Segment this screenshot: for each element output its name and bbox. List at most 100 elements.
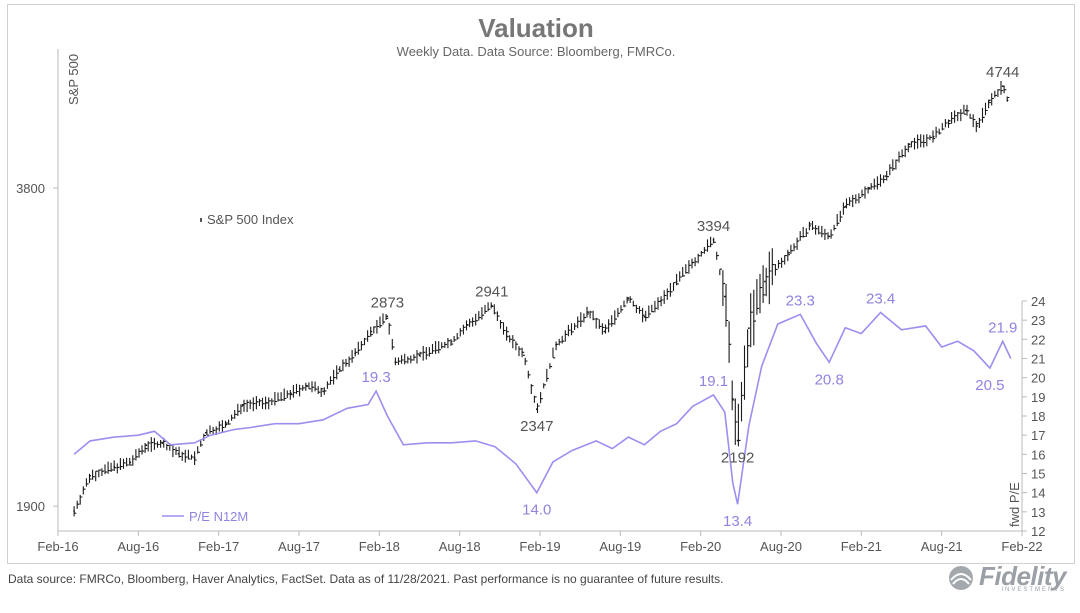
x-tick-label: Aug-17 <box>278 539 320 554</box>
chart-frame: Valuation Weekly Data. Data Source: Bloo… <box>7 4 1075 564</box>
spx-point <box>466 324 469 326</box>
spx-point <box>643 315 646 318</box>
spx-point <box>490 304 493 307</box>
pe-data-label: 19.1 <box>699 373 728 390</box>
spx-point <box>976 125 978 127</box>
x-tick-label: Aug-20 <box>760 539 802 554</box>
fidelity-globe-icon <box>948 566 973 590</box>
spx-point <box>523 354 525 357</box>
spx-point <box>1006 99 1009 102</box>
spx-point <box>73 510 75 512</box>
right-tick-label: 14 <box>1031 486 1045 501</box>
pe-data-label: 20.5 <box>975 377 1004 394</box>
spx-point <box>204 431 207 434</box>
spx-point <box>964 109 967 112</box>
spx-point <box>338 368 341 371</box>
spx-point <box>736 439 739 442</box>
spx-point <box>394 361 397 364</box>
left-tick-label: 1900 <box>16 499 45 514</box>
spx-point <box>884 175 887 178</box>
spx-point <box>322 390 324 393</box>
spx-point <box>988 99 991 102</box>
spx-point <box>555 344 557 346</box>
valuation-chart: Valuation Weekly Data. Data Source: Bloo… <box>16 13 1045 554</box>
spx-point <box>145 444 148 447</box>
spx-series <box>73 81 1010 517</box>
spx-point <box>603 330 606 333</box>
spx-point <box>290 392 292 395</box>
spx-legend-label: S&P 500 Index <box>207 212 294 227</box>
spx-point <box>89 474 92 477</box>
spx-data-label: 2941 <box>475 284 508 301</box>
chart-title: Valuation <box>478 13 594 43</box>
logo-sub: INVESTMENTS <box>1001 587 1066 593</box>
spx-point <box>844 205 847 208</box>
pe-series-line <box>73 311 1012 505</box>
right-tick-label: 24 <box>1031 294 1045 309</box>
spx-data-label: 2873 <box>371 294 404 311</box>
pe-data-label: 14.0 <box>522 502 551 519</box>
spx-point <box>764 280 766 283</box>
right-tick-label: 12 <box>1031 524 1045 539</box>
spx-point <box>932 135 935 138</box>
spx-point <box>386 315 389 318</box>
spx-point <box>712 239 715 241</box>
pe-data-label: 21.9 <box>988 319 1017 336</box>
spx-point <box>948 119 951 122</box>
spx-point <box>370 330 373 333</box>
x-tick-label: Feb-20 <box>680 539 721 554</box>
right-tick-label: 19 <box>1031 390 1045 405</box>
right-tick-label: 17 <box>1031 428 1045 443</box>
right-tick-label: 20 <box>1031 371 1045 386</box>
axes: Feb-16 Aug-16 Feb-17 Aug-17 Feb-18 Aug-18 Feb-… <box>16 49 1045 554</box>
left-axis-label: S&P 500 <box>66 54 81 105</box>
pe-data-label: 20.8 <box>815 371 844 388</box>
spx-point <box>225 423 228 426</box>
spx-point <box>788 251 790 254</box>
pe-legend: P/E N12M <box>162 509 248 524</box>
pe-data-label: 19.3 <box>362 369 391 386</box>
spx-point <box>161 442 164 444</box>
spx-point <box>731 398 734 400</box>
logo-name: Fidelity <box>978 561 1067 591</box>
right-tick-label: 18 <box>1031 409 1045 424</box>
spx-data-label: 2192 <box>721 450 754 467</box>
right-tick-label: 16 <box>1031 447 1045 462</box>
spx-point <box>627 297 630 299</box>
x-tick-label: Feb-17 <box>198 539 239 554</box>
footer-note: Data source: FMRCo, Bloomberg, Haver Ana… <box>8 572 724 586</box>
x-tick-label: Feb-22 <box>1001 539 1042 554</box>
x-tick-label: Feb-16 <box>37 539 78 554</box>
spx-point <box>506 335 509 338</box>
spx-point <box>1001 85 1004 88</box>
spx-point <box>177 452 180 455</box>
spx-data-label: 3394 <box>697 218 730 235</box>
x-tick-label: Feb-19 <box>519 539 560 554</box>
spx-point <box>535 408 538 411</box>
x-tick-label: Aug-16 <box>117 539 159 554</box>
spx-point <box>809 224 811 227</box>
spx-legend: S&P 500 Index <box>200 212 294 227</box>
right-tick-label: 13 <box>1031 505 1045 520</box>
right-axis-label: fwd P/E <box>1007 482 1022 527</box>
right-tick-label: 23 <box>1031 313 1045 328</box>
spx-point <box>354 352 357 355</box>
annotations: 2873 2941 2347 3394 2192 4744 19.3 14.0 19.1 13.4… <box>362 64 1020 530</box>
spx-point <box>113 465 116 468</box>
pe-data-label: 23.3 <box>786 292 815 309</box>
spx-point <box>129 461 132 464</box>
spx-point <box>828 235 831 238</box>
spx-point <box>450 340 453 343</box>
right-tick-label: 15 <box>1031 467 1045 482</box>
spx-data-label: 2347 <box>520 418 553 435</box>
spx-point <box>868 187 871 189</box>
spx-point <box>747 327 750 330</box>
spx-data-label: 4744 <box>986 64 1019 81</box>
spx-point <box>659 300 662 303</box>
spx-point <box>723 295 726 298</box>
spx-point <box>241 403 244 406</box>
spx-point <box>691 261 694 264</box>
left-tick-label: 3800 <box>16 181 45 196</box>
x-tick-label: Aug-19 <box>599 539 641 554</box>
pe-data-label: 23.4 <box>866 291 895 308</box>
